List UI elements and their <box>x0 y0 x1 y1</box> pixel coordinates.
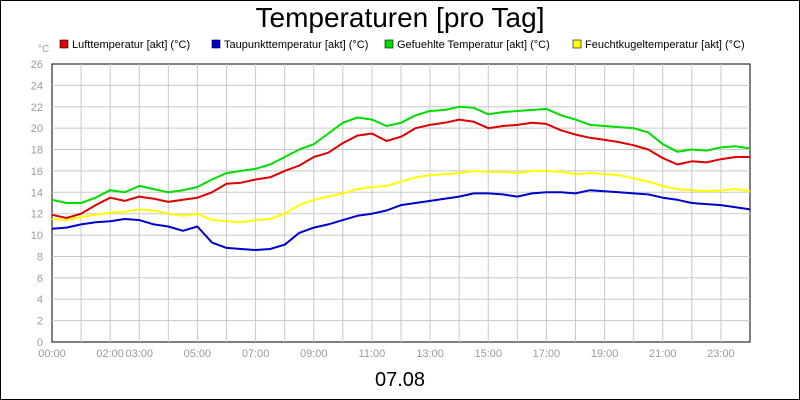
legend-label: Feuchtkugeltemperatur [akt] (°C) <box>585 39 745 51</box>
x-axis: 00:00 02:00 03:00 05:00 07:00 09:00 11:00 13:00… <box>38 348 734 360</box>
x-tick-label: 03:00 <box>125 348 153 360</box>
legend-swatch <box>59 39 69 49</box>
series-lines <box>51 105 751 251</box>
y-tick-label: 2 <box>37 316 43 328</box>
y-tick-label: 22 <box>31 102 43 114</box>
x-tick-label: 13:00 <box>416 348 444 360</box>
legend-label: Lufttemperatur [akt] (°C) <box>72 39 190 51</box>
legend-label: Taupunkttemperatur [akt] (°C) <box>224 39 368 51</box>
series-line <box>51 118 750 219</box>
series-line <box>51 105 751 204</box>
x-tick-label: 09:00 <box>300 348 328 360</box>
legend-swatch <box>211 39 221 49</box>
x-tick-label: 21:00 <box>649 348 677 360</box>
y-axis-unit: °C <box>38 44 49 55</box>
x-tick-label: 02:00 <box>96 348 124 360</box>
y-tick-label: 24 <box>31 80 43 92</box>
y-tick-label: 0 <box>37 337 43 349</box>
x-tick-label: 19:00 <box>591 348 619 360</box>
y-tick-label: 12 <box>31 209 43 221</box>
x-tick-label: 00:00 <box>38 348 66 360</box>
series-line <box>51 189 751 251</box>
chart-title: Temperaturen [pro Tag] <box>256 2 545 33</box>
y-tick-label: 18 <box>31 145 43 157</box>
x-tick-label: 17:00 <box>533 348 561 360</box>
x-tick-label: 05:00 <box>184 348 212 360</box>
y-tick-label: 16 <box>31 166 43 178</box>
y-tick-label: 14 <box>31 187 43 199</box>
y-tick-label: 26 <box>31 59 43 71</box>
x-axis-label: 07.08 <box>375 369 425 391</box>
y-tick-label: 6 <box>37 273 43 285</box>
legend-label: Gefuehlte Temperatur [akt] (°C) <box>397 39 550 51</box>
y-tick-label: 4 <box>37 294 43 306</box>
legend-swatch <box>572 39 582 49</box>
y-tick-label: 8 <box>37 251 43 263</box>
x-tick-label: 11:00 <box>359 348 386 360</box>
x-tick-label: 07:00 <box>242 348 270 360</box>
series-line <box>51 169 751 224</box>
x-tick-label: 23:00 <box>707 348 735 360</box>
legend-swatch <box>384 39 394 49</box>
legend: Lufttemperatur [akt] (°C) Taupunkttempera… <box>59 39 745 51</box>
y-tick-label: 10 <box>31 230 43 242</box>
x-tick-label: 15:00 <box>474 348 502 360</box>
y-tick-label: 20 <box>31 123 43 135</box>
